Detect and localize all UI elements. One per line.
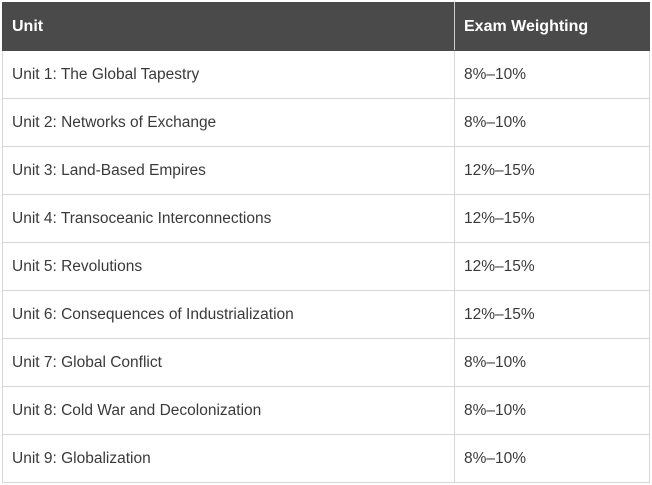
weighting-cell: 12%–15% <box>454 146 650 195</box>
unit-cell: Unit 3: Land-Based Empires <box>2 146 455 195</box>
table-row: Unit 4: Transoceanic Interconnections 12… <box>2 194 650 243</box>
table-row: Unit 8: Cold War and Decolonization 8%–1… <box>2 386 650 435</box>
unit-cell: Unit 8: Cold War and Decolonization <box>2 386 455 435</box>
table-row: Unit 1: The Global Tapestry 8%–10% <box>2 50 650 99</box>
weighting-cell: 8%–10% <box>454 50 650 99</box>
unit-cell: Unit 4: Transoceanic Interconnections <box>2 194 455 243</box>
unit-cell: Unit 5: Revolutions <box>2 242 455 291</box>
header-exam-weighting: Exam Weighting <box>454 2 650 51</box>
weighting-cell: 12%–15% <box>454 290 650 339</box>
table-row: Unit 7: Global Conflict 8%–10% <box>2 338 650 387</box>
weighting-cell: 12%–15% <box>454 242 650 291</box>
table-header: Unit Exam Weighting <box>2 2 650 51</box>
weighting-cell: 8%–10% <box>454 338 650 387</box>
weighting-cell: 12%–15% <box>454 194 650 243</box>
table-row: Unit 9: Globalization 8%–10% <box>2 434 650 483</box>
table-row: Unit 2: Networks of Exchange 8%–10% <box>2 98 650 147</box>
weighting-cell: 8%–10% <box>454 386 650 435</box>
header-row: Unit Exam Weighting <box>2 2 650 51</box>
weighting-cell: 8%–10% <box>454 434 650 483</box>
unit-cell: Unit 6: Consequences of Industrializatio… <box>2 290 455 339</box>
weighting-cell: 8%–10% <box>454 98 650 147</box>
table-body: Unit 1: The Global Tapestry 8%–10% Unit … <box>2 50 650 483</box>
table-row: Unit 3: Land-Based Empires 12%–15% <box>2 146 650 195</box>
unit-cell: Unit 9: Globalization <box>2 434 455 483</box>
header-unit: Unit <box>2 2 455 51</box>
table-row: Unit 6: Consequences of Industrializatio… <box>2 290 650 339</box>
unit-cell: Unit 2: Networks of Exchange <box>2 98 455 147</box>
unit-cell: Unit 7: Global Conflict <box>2 338 455 387</box>
unit-cell: Unit 1: The Global Tapestry <box>2 50 455 99</box>
table-row: Unit 5: Revolutions 12%–15% <box>2 242 650 291</box>
